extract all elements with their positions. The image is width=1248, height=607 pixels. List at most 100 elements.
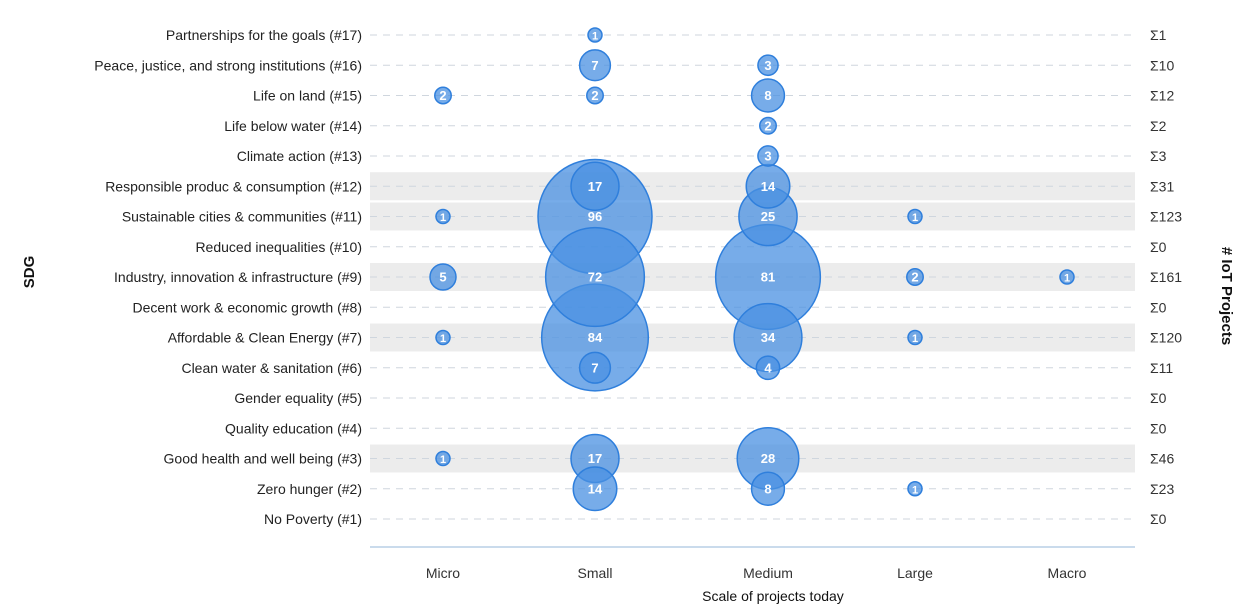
- bubble-value-label: 72: [588, 270, 602, 285]
- row-label: Reduced inequalities (#10): [195, 239, 362, 255]
- bubble: [1059, 269, 1075, 285]
- x-axis-title: Scale of projects today: [702, 588, 844, 604]
- row-label: Zero hunger (#2): [257, 481, 362, 497]
- bubble: [587, 27, 603, 43]
- bubble: [435, 450, 451, 467]
- bubble: [759, 116, 777, 135]
- row-label: Responsible produc & consumption (#12): [105, 178, 362, 194]
- row-label: Life below water (#14): [224, 118, 362, 134]
- row-sum-label: Σ1: [1150, 27, 1167, 43]
- bubble-value-label: 84: [588, 330, 603, 345]
- y2-axis-title: # IoT Projects: [1218, 247, 1235, 345]
- row-label: Clean water & sanitation (#6): [181, 360, 362, 376]
- bubble-value-label: 81: [761, 270, 775, 285]
- row-label: Life on land (#15): [253, 88, 362, 104]
- bubble-value-label: 5: [439, 270, 446, 285]
- bubble: [434, 86, 452, 105]
- bubble: [435, 329, 451, 346]
- row-label: Partnerships for the goals (#17): [166, 27, 362, 43]
- bubble-value-label: 1: [592, 31, 598, 43]
- bubble: [757, 145, 779, 167]
- row-sum-label: Σ23: [1150, 481, 1174, 497]
- x-tick-label: Micro: [426, 565, 460, 581]
- bubble-value-label: 4: [764, 360, 772, 375]
- row-sum-label: Σ120: [1150, 330, 1182, 346]
- row-label: No Poverty (#1): [264, 511, 362, 527]
- bubble: [750, 78, 786, 113]
- bubble: [578, 49, 612, 82]
- row-sum-label: Σ0: [1150, 299, 1167, 315]
- bubble-value-label: 17: [588, 179, 602, 194]
- bubble-value-label: 28: [761, 451, 775, 466]
- bubble-value-label: 2: [911, 270, 918, 285]
- row-label: Climate action (#13): [237, 148, 362, 164]
- row-sum-label: Σ11: [1150, 360, 1173, 376]
- bubble-value-label: 3: [764, 58, 771, 73]
- bubble: [578, 351, 612, 384]
- row-sum-label: Σ3: [1150, 148, 1167, 164]
- bubble: [907, 329, 923, 346]
- x-tick-labels: Micro Small Medium Large Macro: [426, 565, 1087, 581]
- row-label: Sustainable cities & communities (#11): [122, 209, 362, 225]
- bubble-value-label: 7: [591, 360, 598, 375]
- row-labels: Partnerships for the goals (#17) Peace, j…: [94, 27, 362, 527]
- bubble-value-label: 2: [591, 88, 598, 103]
- bubble-value-label: 1: [1064, 273, 1070, 285]
- bubble: [755, 355, 781, 381]
- row-sum-label: Σ0: [1150, 420, 1167, 436]
- row-sum-label: Σ161: [1150, 269, 1182, 285]
- x-tick-label: Large: [897, 565, 933, 581]
- x-tick-label: Macro: [1048, 565, 1087, 581]
- bubble-value-label: 34: [761, 330, 776, 345]
- bubble-value-label: 8: [764, 88, 771, 103]
- bubble-value-label: 1: [440, 212, 446, 224]
- row-sum-label: Σ0: [1150, 511, 1167, 527]
- row-label: Good health and well being (#3): [164, 451, 362, 467]
- bubble-value-label: 1: [440, 454, 446, 466]
- bubbles: 96 84 81 72 34 28 25 17 17 14 14 8 8 7 7 5 4 3 3 2 2 2 2 1 1 1 1 1 1…: [429, 27, 1075, 512]
- bubble-value-label: 14: [761, 179, 776, 194]
- bubble-value-label: 2: [764, 118, 771, 133]
- bubble-value-label: 8: [764, 481, 771, 496]
- bubble: [572, 466, 618, 512]
- bubble: [570, 161, 620, 211]
- bubble: [586, 86, 604, 105]
- bubble-value-label: 3: [764, 149, 771, 164]
- sum-labels: Σ1 Σ10 Σ12 Σ2 Σ3 Σ31 Σ123 Σ0 Σ161 Σ0 Σ120 Σ11 Σ0 Σ0 Σ4…: [1150, 27, 1182, 527]
- bubble: [750, 471, 786, 506]
- row-sum-label: Σ46: [1150, 451, 1174, 467]
- row-label: Industry, innovation & infrastructure (#…: [114, 269, 362, 285]
- row-sum-label: Σ0: [1150, 239, 1167, 255]
- bubble: [906, 268, 924, 286]
- row-sum-label: Σ123: [1150, 209, 1182, 225]
- bubble-value-label: 1: [912, 333, 918, 345]
- row-sum-label: Σ2: [1150, 118, 1167, 134]
- row-sum-label: Σ12: [1150, 88, 1174, 104]
- row-sum-label: Σ10: [1150, 57, 1174, 73]
- row-label: Decent work & economic growth (#8): [132, 299, 362, 315]
- x-tick-label: Medium: [743, 565, 793, 581]
- bubble: [907, 481, 923, 497]
- bubble-value-label: 1: [912, 212, 918, 224]
- bubble-value-label: 7: [591, 58, 598, 73]
- bubble: [429, 263, 457, 291]
- x-tick-label: Small: [577, 565, 612, 581]
- row-label: Quality education (#4): [225, 420, 362, 436]
- row-sum-label: Σ31: [1150, 178, 1174, 194]
- bubble-value-label: 1: [912, 484, 918, 496]
- bubble: [435, 208, 451, 225]
- row-label: Peace, justice, and strong institutions …: [94, 57, 362, 73]
- bubble-value-label: 96: [588, 209, 602, 224]
- bubble-value-label: 14: [588, 481, 603, 496]
- bubble-value-label: 17: [588, 451, 602, 466]
- bubble: [544, 226, 646, 328]
- bubble-value-label: 1: [440, 333, 446, 345]
- row-label: Gender equality (#5): [234, 390, 362, 406]
- row-label: Affordable & Clean Energy (#7): [168, 330, 362, 346]
- bubble-value-label: 25: [761, 209, 775, 224]
- y-axis-title: SDG: [21, 256, 38, 289]
- bubble-value-label: 2: [439, 88, 446, 103]
- bubble: [757, 54, 779, 77]
- bubble: [907, 208, 923, 225]
